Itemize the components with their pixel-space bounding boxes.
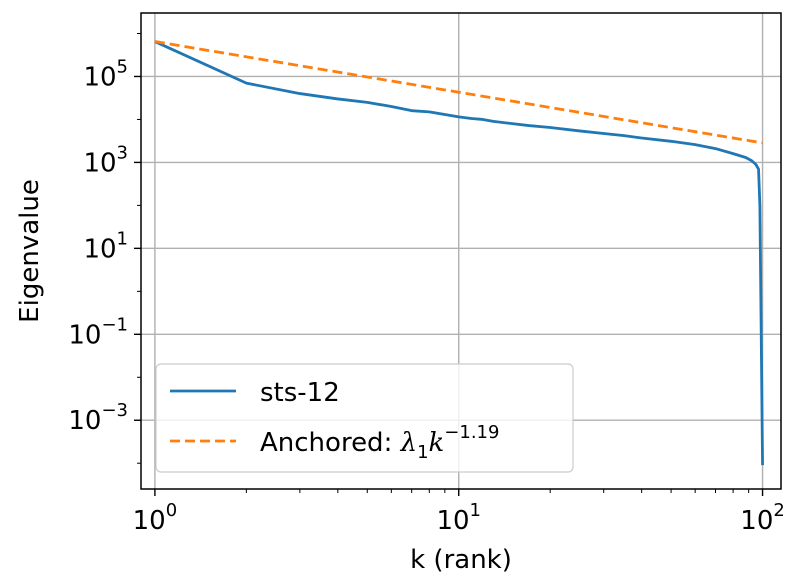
legend-anchored-lambda: λ [400,428,417,458]
y-tick-label-1: 10−1 [68,314,128,350]
y-tick-base-0: 10 [68,406,101,436]
x-tick-exp-0: 0 [166,500,177,521]
legend-box [155,363,574,473]
x-tick-exp-1: 1 [470,500,481,521]
y-tick-label-2: 101 [83,228,128,264]
plot-frame [140,12,782,490]
y-axis-label: Eigenvalue [15,179,45,323]
y-tick-label-0: 10−3 [68,400,128,436]
y-tick-label-4: 105 [83,56,128,92]
x-tick-base-0: 10 [133,506,166,536]
x-tick-exp-2: 2 [773,500,784,521]
x-tick-label-0: 100 [133,500,178,536]
y-tick-exp-1: −1 [101,314,128,335]
legend-anchored-exp: −1.19 [444,422,499,443]
y-tick-base-1: 10 [68,320,101,350]
y-tick-exp-3: 3 [117,142,128,163]
y-tick-exp-4: 5 [117,56,128,77]
y-tick-base-2: 10 [83,234,116,264]
legend-label-anchored: Anchored: λ1k−1.19 [260,422,499,463]
legend-anchored-sub: 1 [417,442,428,463]
series-line-sts-12 [154,40,764,466]
legend-anchored-prefix: Anchored: [260,428,401,458]
x-axis-label: k (rank) [410,545,512,575]
x-axis-ticks: 100 101 102 [133,489,785,536]
x-tick-base-1: 10 [436,506,469,536]
x-tick-base-2: 10 [740,506,773,536]
y-tick-label-3: 103 [83,142,128,178]
series-line-anchored [154,40,763,145]
legend-label-sts-12: sts-12 [260,378,340,408]
y-tick-base-4: 10 [83,62,116,92]
series-lines [154,40,764,466]
legend: sts-12 Anchored: λ1k−1.19 [155,363,574,473]
x-tick-label-1: 101 [436,500,481,536]
legend-anchored-k: k [429,428,445,458]
y-tick-exp-0: −3 [101,400,128,421]
y-tick-exp-2: 1 [117,228,128,249]
y-tick-base-3: 10 [83,148,116,178]
x-tick-label-2: 102 [740,500,785,536]
